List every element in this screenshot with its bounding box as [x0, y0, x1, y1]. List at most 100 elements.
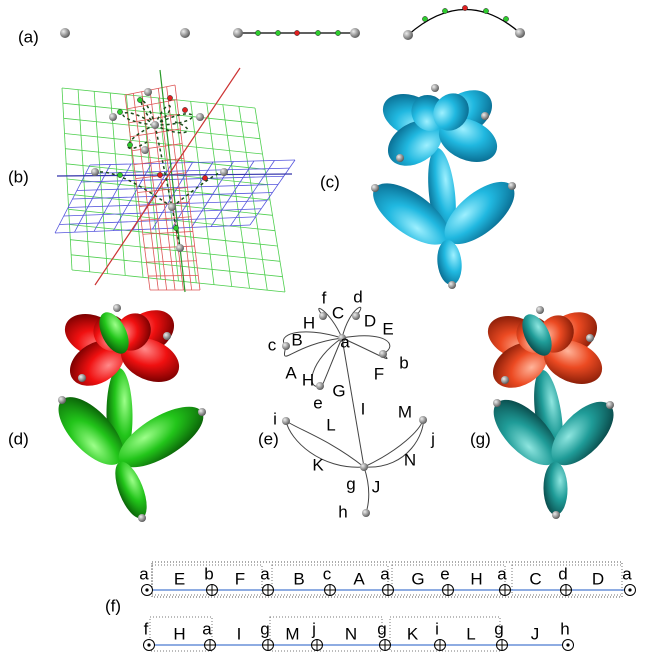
joint-sphere: [233, 28, 243, 38]
sequence-node: a: [260, 564, 270, 583]
point: [294, 30, 299, 35]
sequence-edge: E: [174, 569, 185, 588]
joint-sphere: [371, 184, 379, 192]
sequence-node: c: [323, 564, 332, 583]
joint-sphere: [141, 146, 149, 154]
point: [127, 142, 132, 147]
sequence-node: f: [144, 619, 149, 638]
joint-sphere: [319, 312, 327, 320]
node-label: j: [430, 429, 435, 448]
end-symbol-dot: [566, 643, 569, 646]
graph-edge: [364, 467, 369, 513]
point: [503, 16, 508, 21]
point: [422, 16, 427, 21]
joint-sphere: [282, 342, 290, 350]
point: [182, 107, 187, 112]
edge-label: B: [291, 330, 302, 349]
point: [275, 30, 280, 35]
sequence-node: j: [311, 619, 316, 638]
edge-label: G: [332, 381, 345, 400]
joint-sphere: [109, 113, 117, 121]
joint-sphere: [352, 312, 360, 320]
point: [255, 30, 260, 35]
sequence-node: h: [560, 619, 569, 638]
panel-label: (c): [320, 172, 340, 191]
sequence-edge: H: [173, 624, 185, 643]
node-label: h: [338, 502, 347, 521]
joint-sphere: [606, 401, 614, 409]
joint-sphere: [58, 396, 66, 404]
joint-sphere: [493, 399, 501, 407]
joint-sphere: [360, 463, 368, 471]
joint-sphere: [379, 350, 387, 358]
grid-line: [148, 275, 198, 276]
joint-sphere: [198, 408, 206, 416]
point: [117, 109, 122, 114]
edge-label: M: [398, 402, 412, 421]
figure-content: (a)(b)(c)(d)(e)(f)(g)abcdefghijABCDEFGHH…: [8, 5, 636, 651]
joint-sphere: [163, 332, 171, 340]
edge-label: F: [374, 364, 384, 383]
edge-label: D: [364, 311, 376, 330]
grid-line: [65, 149, 265, 170]
panel-label: (g): [470, 429, 491, 448]
joint-sphere: [552, 511, 560, 519]
sequence-edge: D: [592, 569, 604, 588]
edge-label: H: [302, 370, 314, 389]
sequence-edge: I: [237, 624, 242, 643]
arc: [408, 9, 520, 35]
point: [202, 175, 207, 180]
joint-sphere: [403, 30, 413, 40]
joint-sphere: [586, 334, 594, 342]
edge-label: I: [361, 399, 366, 418]
sequence-edge: G: [411, 569, 424, 588]
joint-sphere: [431, 84, 439, 92]
joint-sphere: [180, 28, 190, 38]
sequence-edge: N: [345, 624, 357, 643]
joint-sphere: [448, 281, 456, 289]
grid-line: [73, 193, 273, 200]
joint-sphere: [350, 28, 360, 38]
joint-sphere: [138, 514, 146, 522]
sequence-node: a: [497, 564, 507, 583]
sequence-edge: M: [285, 624, 299, 643]
point: [167, 95, 172, 100]
sequence-node: a: [622, 564, 632, 583]
point: [315, 30, 320, 35]
node-label: f: [322, 288, 327, 307]
node-label: b: [399, 353, 408, 372]
point: [462, 5, 467, 10]
sequence-node: a: [202, 619, 212, 638]
joint-sphere: [91, 168, 99, 176]
sequence-node: i: [435, 619, 439, 638]
node-label: c: [268, 335, 277, 354]
joint-sphere: [144, 88, 152, 96]
sequence-node: g: [494, 619, 503, 638]
balloon: [435, 239, 464, 287]
joint-sphere: [316, 382, 324, 390]
edge-label: J: [372, 477, 381, 496]
joint-sphere: [78, 374, 86, 382]
node-label: i: [273, 409, 277, 428]
point: [173, 225, 178, 230]
figure: (a)(b)(c)(d)(e)(f)(g)abcdefghijABCDEFGHH…: [0, 0, 648, 653]
edge-label: N: [404, 450, 416, 469]
sequence-edge: K: [407, 624, 419, 643]
balloon: [543, 462, 568, 515]
sequence-node: b: [204, 564, 213, 583]
edge-label: A: [285, 363, 297, 382]
sequence-edge: B: [293, 569, 304, 588]
end-symbol-dot: [628, 588, 631, 591]
joint-sphere: [501, 376, 509, 384]
point: [335, 30, 340, 35]
point: [157, 172, 162, 177]
joint-sphere: [282, 417, 290, 425]
graph-edge: [286, 421, 364, 467]
point: [442, 8, 447, 13]
joint-sphere: [362, 509, 370, 517]
joint-sphere: [508, 182, 516, 190]
grid-line: [64, 209, 262, 216]
joint-sphere: [113, 304, 121, 312]
panel-label: (b): [8, 167, 29, 186]
sequence-node: a: [139, 564, 149, 583]
